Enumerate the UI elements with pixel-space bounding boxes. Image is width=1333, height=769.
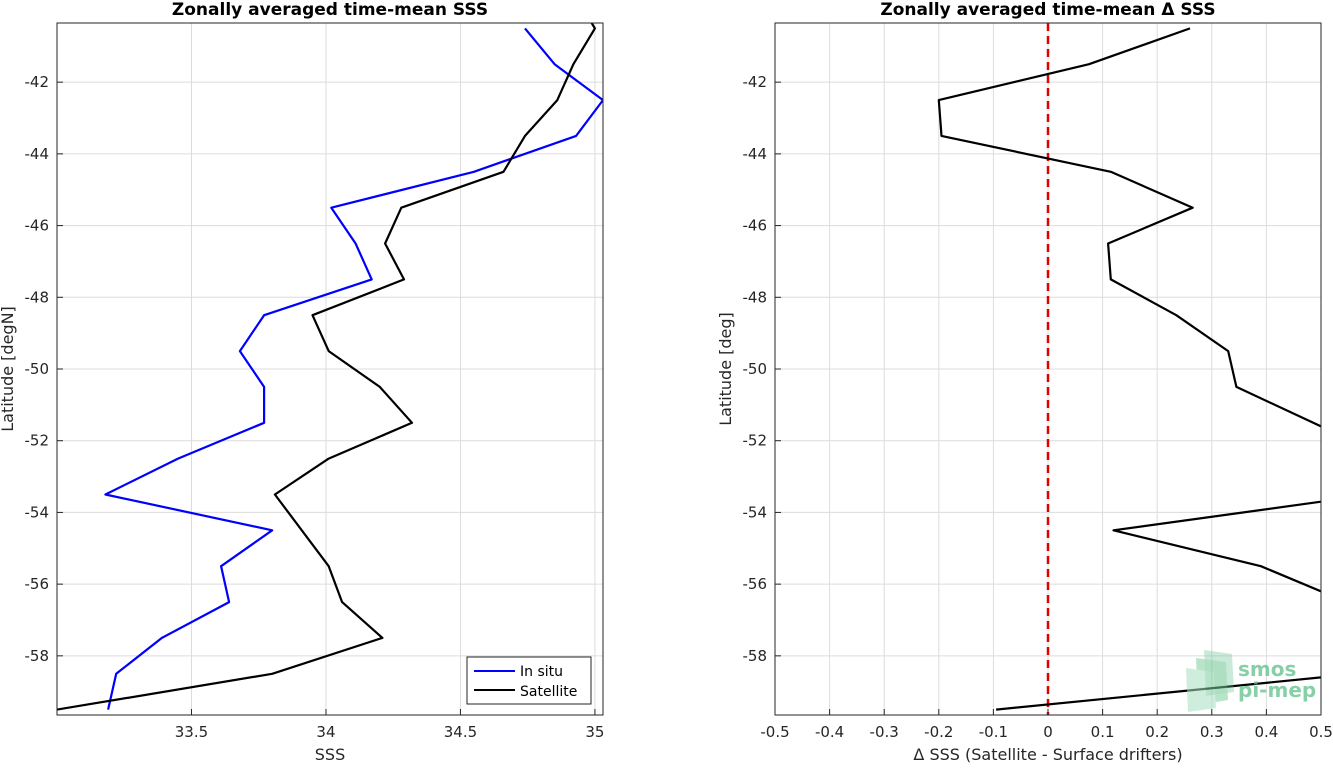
delta-sss-x-axis-label: Δ SSS (Satellite - Surface drifters) [913,745,1182,764]
delta-sss-x-tick-label: 0 [1043,723,1053,741]
delta-sss-panel: -0.5 -0.4 -0.3 -0.2 -0.1 0 0.1 0.2 0.3 0.4 0.5 -42… [716,0,1333,764]
delta-sss-x-tick-label: 0.1 [1091,723,1115,741]
sss-y-tick-label: -50 [25,360,50,378]
delta-sss-y-tick-label: -56 [743,575,768,593]
legend-insitu-label: In situ [520,664,563,680]
logo-text-smos: smos [1238,657,1296,681]
sss-x-ticks: 33.5 34 34.5 35 [175,709,604,741]
delta-sss-x-tick-label: 0.4 [1254,723,1278,741]
legend-box [466,656,592,705]
delta-sss-y-tick-label: -50 [743,360,768,378]
delta-sss-x-tick-label: 0.5 [1309,723,1333,741]
sss-y-tick-label: -58 [25,647,50,665]
delta-sss-y-tick-label: -52 [743,432,768,450]
delta-sss-y-tick-label: -44 [743,145,768,163]
delta-sss-y-tick-label: -46 [743,217,768,235]
delta-sss-x-ticks: -0.5 -0.4 -0.3 -0.2 -0.1 0 0.1 0.2 0.3 0.4 0.5 [760,709,1333,741]
sss-y-tick-label: -48 [25,288,50,306]
logo-text-pimep: pi-mep [1238,678,1316,702]
sss-x-tick-label: 34 [316,723,335,741]
delta-sss-x-tick-label: -0.1 [979,723,1008,741]
delta-sss-x-tick-label: -0.3 [870,723,899,741]
delta-sss-x-tick-label: 0.3 [1200,723,1224,741]
sss-y-tick-label: -42 [25,73,50,91]
sss-series-lines [57,23,603,711]
sss-gridlines [57,23,603,715]
delta-sss-y-tick-label: -48 [743,288,768,306]
legend-satellite-label: Satellite [520,684,577,700]
sss-y-ticks: -42 -44 -46 -48 -50 -52 -54 -56 -58 [25,73,63,665]
delta-sss-series-segment-2 [1112,500,1321,593]
delta-sss-x-tick-label: -0.2 [924,723,953,741]
sss-series-satellite [57,23,597,711]
sss-y-tick-label: -56 [25,575,50,593]
delta-sss-series-segment-3 [995,676,1321,711]
smos-pimep-logo: smos pi-mep [1186,650,1316,712]
delta-sss-x-tick-label: 0.2 [1145,723,1169,741]
delta-sss-series-lines [937,27,1321,711]
sss-y-tick-label: -44 [25,145,50,163]
delta-sss-y-tick-label: -58 [743,647,768,665]
sss-y-axis-label: Latitude [degN] [0,306,17,432]
sss-panel: 33.5 34 34.5 35 -42 -44 -46 -48 -50 -52 -54 -56 -58… [0,0,604,764]
delta-sss-y-ticks: -42 -44 -46 -48 -50 -52 -54 -56 -58 [743,73,781,665]
sss-y-tick-label: -46 [25,217,50,235]
sss-x-tick-label: 35 [585,723,604,741]
sss-x-axis-label: SSS [315,745,345,764]
sss-title: Zonally averaged time-mean SSS [172,0,488,20]
sss-x-tick-label: 34.5 [444,723,477,741]
delta-sss-y-tick-label: -54 [743,503,768,521]
sss-x-tick-label: 33.5 [175,723,208,741]
sss-y-tick-label: -54 [25,503,50,521]
sss-y-tick-label: -52 [25,432,50,450]
delta-sss-x-tick-label: -0.5 [760,723,789,741]
legend: In situ Satellite [466,656,592,705]
delta-sss-series-segment-1 [937,27,1321,428]
sss-series-in-situ [104,27,603,710]
delta-sss-y-tick-label: -42 [743,73,768,91]
delta-sss-title: Zonally averaged time-mean Δ SSS [880,0,1215,20]
delta-sss-x-tick-label: -0.4 [815,723,844,741]
logo-cube-icon [1186,650,1234,712]
delta-sss-y-axis-label: Latitude [deg] [716,312,735,426]
